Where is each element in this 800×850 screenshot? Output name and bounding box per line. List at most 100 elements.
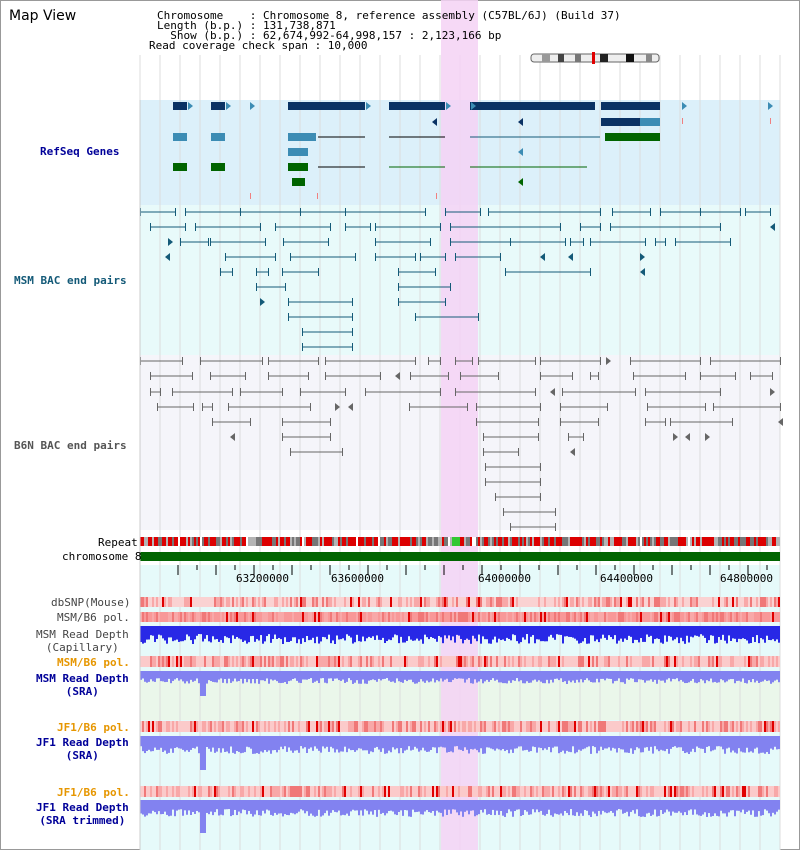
heat-cell xyxy=(738,597,740,607)
dbsnp-label[interactable]: dbSNP(Mouse) xyxy=(51,596,131,609)
heat-cell xyxy=(690,656,692,667)
repeat-segment xyxy=(432,537,434,546)
repeat-segment xyxy=(366,537,368,546)
depth-bar xyxy=(384,736,386,754)
repeat-segment xyxy=(576,537,578,546)
depth-bar xyxy=(144,671,146,682)
jf1-depth-sra-label[interactable]: JF1 Read Depth (SRA) xyxy=(36,736,129,762)
depth-bar xyxy=(732,736,734,751)
heat-cell xyxy=(388,656,390,667)
heat-cell xyxy=(160,612,162,622)
heat-cell xyxy=(690,597,692,607)
heat-cell xyxy=(530,656,532,667)
jf1-b6-pol-label-1[interactable]: JF1/B6 pol. xyxy=(57,721,130,734)
heat-cell xyxy=(714,612,716,622)
repeat-segment xyxy=(156,537,158,546)
heat-cell xyxy=(270,597,272,607)
b6n-bac-label[interactable]: B6N BAC end pairs xyxy=(14,439,127,452)
depth-bar xyxy=(652,626,654,644)
jf1-depth-trimmed-label[interactable]: JF1 Read Depth (SRA trimmed) xyxy=(36,801,129,827)
heat-cell xyxy=(712,721,714,732)
repeat-segment xyxy=(538,537,540,546)
heat-cell xyxy=(486,656,488,667)
heat-cell xyxy=(608,612,610,622)
depth-bar xyxy=(562,800,564,816)
heat-cell xyxy=(598,612,600,622)
refseq-genes-label[interactable]: RefSeq Genes xyxy=(40,145,120,158)
depth-bar xyxy=(244,626,246,641)
depth-bar xyxy=(146,671,148,683)
depth-bar xyxy=(366,626,368,639)
heat-cell xyxy=(232,597,234,607)
depth-bar xyxy=(706,736,708,747)
bac-end-left xyxy=(645,388,646,396)
depth-bar xyxy=(642,736,644,753)
heat-cell xyxy=(240,786,242,797)
repeat-segment xyxy=(152,537,154,546)
heat-cell xyxy=(622,656,624,667)
msm-depth-capillary-label[interactable]: MSM Read Depth (Capillary) xyxy=(36,628,129,654)
depth-bar xyxy=(450,736,452,752)
depth-bar xyxy=(482,800,484,813)
repeat-segment xyxy=(426,537,428,546)
depth-bar xyxy=(358,626,360,642)
depth-bar xyxy=(258,626,260,641)
heat-cell xyxy=(392,612,394,622)
repeat-segment xyxy=(708,537,710,546)
depth-bar xyxy=(272,626,274,639)
heat-cell xyxy=(494,597,496,607)
depth-bar xyxy=(334,671,336,679)
depth-bar xyxy=(492,800,494,810)
gene-exon xyxy=(516,166,518,168)
msm-bac-label[interactable]: MSM BAC end pairs xyxy=(14,274,127,287)
heat-cell xyxy=(574,656,576,667)
depth-bar xyxy=(194,736,196,749)
heat-cell xyxy=(352,721,354,732)
heat-cell xyxy=(570,597,572,607)
heat-cell xyxy=(154,597,156,607)
bac-end-right xyxy=(705,403,706,411)
msm-b6-pol-label-2[interactable]: MSM/B6 pol. xyxy=(57,656,130,669)
heat-cell xyxy=(342,612,344,622)
depth-bar xyxy=(640,800,642,817)
bac-end-right xyxy=(538,418,539,426)
depth-bar xyxy=(352,671,354,684)
heat-cell xyxy=(144,786,146,797)
repeat-segment xyxy=(608,537,610,546)
depth-bar xyxy=(328,800,330,816)
depth-bar xyxy=(682,671,684,682)
heat-cell xyxy=(696,612,698,622)
heat-cell xyxy=(238,786,240,797)
depth-bar xyxy=(450,671,452,683)
gene-exon xyxy=(601,102,660,110)
repeat-segment xyxy=(520,537,522,546)
heat-cell xyxy=(422,597,424,607)
heat-cell xyxy=(318,656,320,667)
depth-bar xyxy=(400,800,402,811)
depth-bar xyxy=(774,800,776,815)
jf1-b6-pol-label-2[interactable]: JF1/B6 pol. xyxy=(57,786,130,799)
depth-bar xyxy=(542,671,544,684)
depth-bar xyxy=(468,800,470,815)
heat-cell xyxy=(660,612,662,622)
repeat-segment xyxy=(264,537,266,546)
heat-cell xyxy=(532,597,534,607)
heat-cell xyxy=(436,786,438,797)
heat-cell xyxy=(658,612,660,622)
depth-bar xyxy=(662,736,664,751)
depth-bar xyxy=(460,626,462,639)
depth-bar xyxy=(664,671,666,683)
bac-end-right xyxy=(310,403,311,411)
heat-cell xyxy=(272,656,274,667)
msm-depth-sra-label[interactable]: MSM Read Depth (SRA) xyxy=(36,672,129,698)
depth-bar xyxy=(350,671,352,681)
msm-b6-pol-label-1[interactable]: MSM/B6 pol. xyxy=(57,611,130,624)
heat-cell xyxy=(730,786,732,797)
heat-cell xyxy=(488,721,490,732)
heat-cell xyxy=(660,597,662,607)
depth-bar xyxy=(756,736,758,748)
depth-bar xyxy=(418,736,420,752)
bac-end-left xyxy=(157,403,158,411)
gene-exon xyxy=(292,178,305,186)
